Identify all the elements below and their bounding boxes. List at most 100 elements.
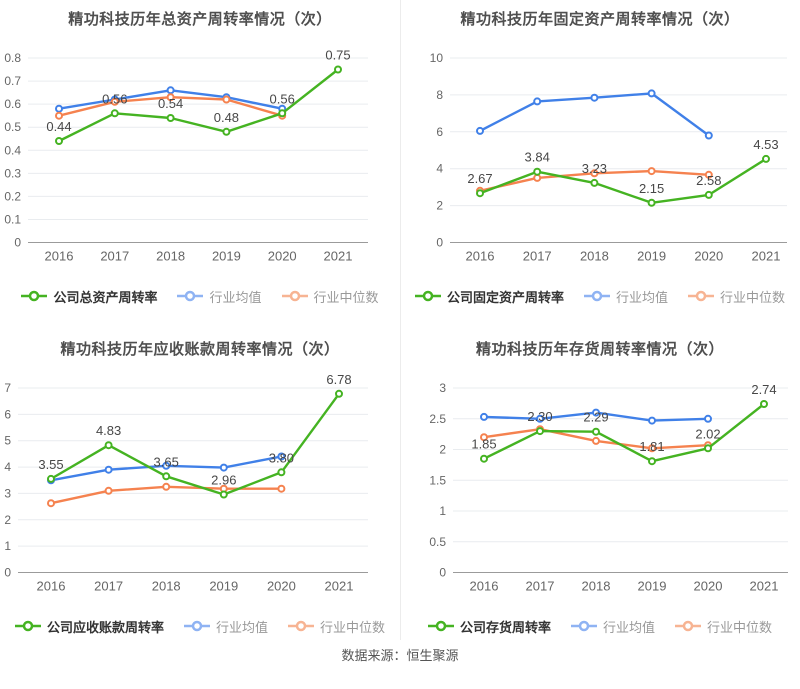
data-point-marker [104,465,113,474]
y-tick-label: 4 [436,162,443,176]
legend-marker-icon [281,290,308,302]
legend-marker-icon [183,620,210,632]
x-tick-label: 2019 [637,249,666,264]
data-point-marker [536,427,544,436]
legend-label: 公司总资产周转率 [53,289,158,305]
y-tick-label: 2.5 [429,412,446,426]
point-label: 0.56 [102,91,127,106]
legend-label: 行业中位数 [707,619,773,635]
data-point-marker [533,167,542,176]
data-point-marker [219,490,228,499]
legend-label: 行业均值 [602,619,655,635]
legend-marker-icon [427,620,454,632]
x-tick-label: 2018 [580,249,609,264]
legend-marker-icon [14,620,41,632]
data-point-marker [704,444,712,453]
legend-label: 行业均值 [215,619,268,635]
data-point-marker [592,427,600,436]
y-tick-label: 2 [439,443,446,457]
legend-item-industry-median: 行业中位数 [281,287,379,306]
point-label: 2.15 [639,181,664,196]
legend-label: 公司存货周转率 [459,619,551,635]
column-divider [400,0,401,640]
x-tick-label: 2018 [582,579,611,594]
legend-item-industry-mean: 行业均值 [183,617,268,636]
data-source-note: 数据来源：恒生聚源 [341,648,459,663]
point-label: 3.80 [269,450,294,465]
legend-marker-icon [414,290,441,302]
y-tick-label: 0.1 [4,212,21,226]
y-tick-label: 0.4 [4,143,21,157]
data-point-marker [104,441,113,450]
legend-marker-icon [570,620,597,632]
data-point-marker [55,104,63,113]
data-point-marker [110,97,119,106]
legend-item-industry-median: 行业中位数 [688,287,785,306]
x-tick-label: 2020 [268,249,297,264]
fixed-asset-turnover-chart-panel: 精功科技历年固定资产周转率情况（次） 0 2 4 6 8 10 2016 2017 2018 20… [400,0,800,314]
point-label: 2.02 [695,426,720,441]
data-point-marker [590,178,599,187]
data-point-marker [476,126,484,135]
legend-item-company: 公司应收账款周转率 [14,617,164,636]
x-tick-label: 2019 [212,249,241,264]
point-label: 2.67 [467,171,492,186]
legend-item-industry-median: 行业中位数 [675,617,772,636]
legend-label: 公司固定资产周转率 [446,289,564,305]
x-tick-label: 2021 [325,579,354,594]
line-chart-svg: 0 0.1 0.2 0.3 0.4 0.5 0.6 0.7 0.8 2016 2017 2018 201… [4,48,368,264]
y-tick-label: 0.5 [429,535,446,549]
legend-marker-icon [688,290,714,302]
legend-item-company: 公司存货周转率 [427,617,551,636]
x-tick-label: 2018 [156,249,185,264]
data-point-marker [47,474,55,483]
legend-marker-icon [288,620,314,632]
x-tick-label: 2020 [267,579,296,594]
x-tick-label: 2016 [470,579,499,594]
y-tick-label: 1 [4,539,11,553]
point-label: 2.96 [211,473,236,488]
y-tick-label: 1.5 [429,473,446,487]
data-point-marker [704,131,713,140]
chart-legend: 公司应收账款周转率 行业均值 行业中位数 [0,615,400,637]
data-point-marker [222,95,231,104]
total-asset-turnover-chart-panel: 精功科技历年总资产周转率情况（次） 0 0.1 0.2 0.3 0.4 0.5 0.6 0.7… [0,0,400,314]
line-chart-svg: 0 2 4 6 8 10 2016 2017 2018 2019 2020 2021 2.67 3.84 3… [430,51,787,264]
data-point-marker [480,412,488,421]
series-line [478,157,768,205]
data-point-marker [760,400,768,408]
data-point-marker [335,389,343,398]
legend-item-company: 公司总资产周转率 [21,287,157,306]
point-label: 1.81 [639,439,664,454]
data-point-marker [648,416,656,425]
chart-title: 精功科技历年固定资产周转率情况（次） [460,11,740,28]
data-point-marker [162,461,171,470]
legend-item-industry-mean: 行业均值 [583,287,668,306]
point-label: 3.23 [582,161,607,176]
data-point-marker [277,468,286,477]
legend-item-industry-median: 行业中位数 [288,617,385,636]
line-chart-svg: 0 1 2 3 4 5 6 7 2016 2017 2018 2019 2020 2021 3.55 4.83… [4,372,368,594]
y-tick-label: 3 [4,486,11,500]
legend-marker-icon [675,620,701,632]
legend-marker-icon [21,290,48,302]
chart-legend: 公司固定资产周转率 行业均值 行业中位数 [400,285,800,307]
data-point-marker [480,433,488,442]
series-line [482,402,766,463]
point-label: 1.85 [471,437,496,452]
legend-label: 行业均值 [615,289,668,305]
inventory-turnover-chart-panel: 精功科技历年存货周转率情况（次） 0 0.5 1 1.5 2 2.5 3 2016 2017 20… [400,330,800,644]
data-point-marker [762,154,770,163]
x-tick-label: 2016 [37,579,66,594]
y-tick-label: 4 [4,460,11,474]
y-tick-label: 2 [4,513,11,527]
data-point-marker [536,414,544,423]
y-tick-label: 0 [14,236,21,250]
y-tick-label: 0.2 [4,189,21,203]
legend-marker-icon [583,290,610,302]
data-point-marker [704,190,713,199]
data-point-marker [590,93,599,102]
point-label: 3.55 [38,457,63,472]
data-point-marker [647,198,656,207]
point-label: 2.29 [583,410,608,425]
